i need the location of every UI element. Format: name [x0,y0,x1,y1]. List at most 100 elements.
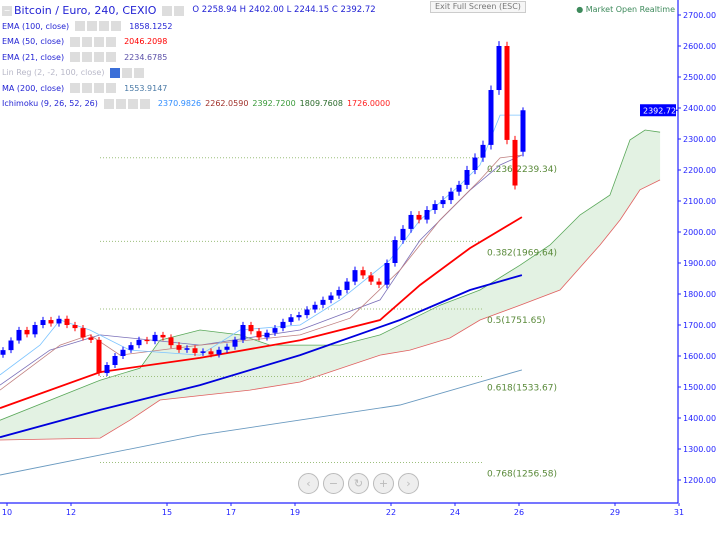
price-tick-label: 1500.00 [683,383,716,392]
indicator-label[interactable]: MA (200, close) [2,83,65,93]
scroll-left-button[interactable]: ‹ [298,473,319,494]
indicator-value: 2262.0590 [205,99,249,108]
candle-body [504,46,510,140]
time-tick-label: 26 [514,508,524,517]
candle-body [224,346,230,350]
candle [240,321,246,344]
candle [264,329,270,341]
candle-body [240,325,246,340]
close-icon[interactable] [106,52,117,63]
zoom-out-button[interactable]: − [323,473,344,494]
candle [192,345,198,356]
ema21-line [0,154,523,386]
candle [144,336,150,345]
ema100-line [0,274,523,439]
candle-body [120,349,126,356]
market-status: ● Market Open Realtime [576,5,675,14]
eye-icon[interactable] [70,52,81,63]
indicator-label[interactable]: EMA (100, close) [2,21,70,31]
gear-icon[interactable] [82,52,93,63]
indicator-value: 1553.9147 [124,83,168,93]
eye-icon[interactable] [110,67,121,78]
indicator-row: Ichimoku (9, 26, 52, 26) 2370.9826 2262.05… [2,96,394,112]
candle [312,301,318,313]
scroll-right-button[interactable]: › [398,473,419,494]
reset-button[interactable]: ↻ [348,473,369,494]
candle-body [456,184,462,192]
indicator-label[interactable]: Ichimoku (9, 26, 52, 26) [2,99,98,108]
candle-body [144,339,150,342]
candle [408,211,414,233]
candle [56,315,62,327]
plus-icon[interactable] [99,21,110,32]
gear-icon[interactable] [82,36,93,47]
eye-icon[interactable] [70,83,81,94]
close-icon[interactable] [134,67,145,78]
eye-icon[interactable] [75,21,86,32]
indicator-label[interactable]: EMA (21, close) [2,52,65,62]
candle [384,259,390,289]
last-price-label: 2392.72 [643,106,676,115]
candle-body [272,328,278,333]
time-tick-label: 19 [290,508,300,517]
symbol-title[interactable]: Bitcoin / Euro, 240, CEXIO [14,4,157,17]
price-tick-label: 2600.00 [683,42,716,51]
candle [480,140,486,162]
fib-level-label: 0.768(1256.58) [487,469,557,479]
indicator-label[interactable]: EMA (50, close) [2,37,65,46]
eye-icon[interactable] [162,5,173,16]
zoom-in-button[interactable]: + [373,473,394,494]
candle [336,286,342,299]
candle-body [376,281,382,285]
plus-icon[interactable] [94,52,105,63]
gear-icon[interactable] [115,98,126,109]
candle-body [368,275,374,282]
price-tick-label: 2500.00 [683,73,716,82]
close-icon[interactable] [106,36,117,47]
plus-icon[interactable] [94,83,105,94]
plus-icon[interactable] [94,36,105,47]
candle-body [0,350,6,355]
price-tick-label: 2100.00 [683,197,716,206]
close-icon[interactable] [106,83,117,94]
candle [448,187,454,205]
candle-body [392,240,398,263]
candle-body [248,325,254,332]
candle [32,321,38,338]
indicator-label[interactable]: Lin Reg (2, -2, 100, close) [2,68,105,77]
candle [280,318,286,332]
close-icon[interactable] [139,98,150,109]
candle-body [112,356,118,365]
plus-icon[interactable] [127,98,138,109]
candle [304,306,310,319]
eye-icon[interactable] [70,36,81,47]
candle [24,326,30,338]
gear-icon[interactable] [87,21,98,32]
gear-icon[interactable] [82,83,93,94]
candle-body [104,364,110,374]
candle [176,342,182,353]
ma200-line [0,369,523,476]
ichimoku-cloud [0,130,661,440]
candle-body [136,339,142,346]
candle [0,347,6,358]
collapse-icon[interactable]: − [2,5,12,16]
candle [80,325,86,341]
candle [8,337,14,354]
gear-icon[interactable] [122,67,133,78]
candle-body [488,90,494,145]
candle-body [88,337,94,340]
candle-body [480,144,486,158]
price-tick-label: 2700.00 [683,11,716,20]
close-icon[interactable] [111,21,122,32]
candle-body [496,46,502,91]
candle-body [232,339,238,347]
indicator-value: 2392.7200 [252,99,296,108]
candle-body [400,228,406,241]
eye-icon[interactable] [103,98,114,109]
candle [368,271,374,286]
gear-icon[interactable] [174,5,185,16]
candle-body [192,348,198,353]
candle [352,266,358,286]
